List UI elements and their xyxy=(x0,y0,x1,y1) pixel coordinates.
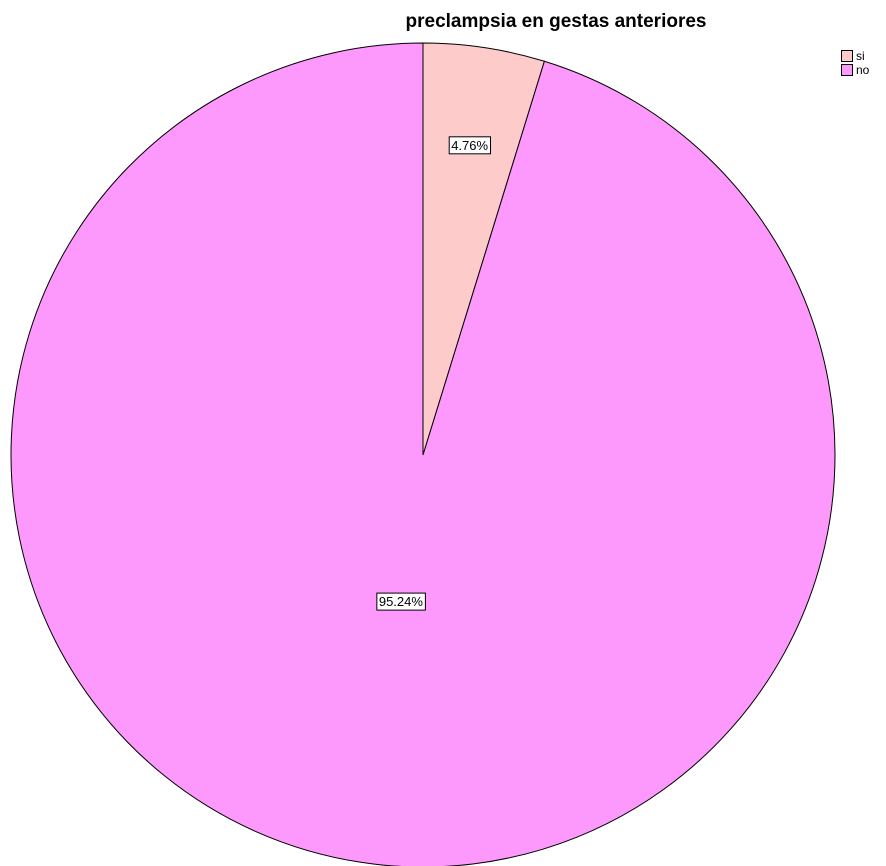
data-label-group: 95.24% xyxy=(376,592,426,611)
legend-label: si xyxy=(856,49,865,63)
chart-title: preclampsia en gestas anteriores xyxy=(406,11,707,32)
pie-slice xyxy=(10,42,836,866)
data-label: 95.24% xyxy=(379,594,424,609)
data-label-box xyxy=(376,592,426,611)
data-label-box xyxy=(448,136,492,155)
data-label: 4.76% xyxy=(451,138,488,153)
legend-swatch xyxy=(841,64,853,76)
legend-swatch xyxy=(841,50,853,62)
legend-label: no xyxy=(856,63,870,77)
data-label-group: 4.76% xyxy=(448,136,492,155)
